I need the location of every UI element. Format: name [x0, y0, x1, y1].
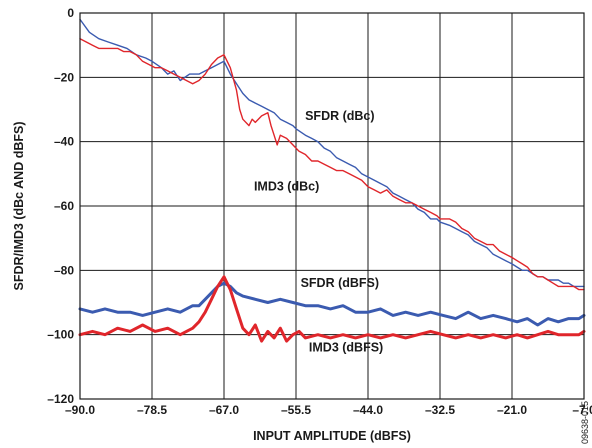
gridlines [80, 13, 584, 399]
y-tick-label: –20 [54, 70, 74, 84]
y-tick-label: –80 [54, 263, 74, 277]
annotation-label: IMD3 (dBFS) [309, 341, 383, 355]
x-tick-labels: –90.0 –78.5 –67.0 –55.5 –44.0 –32.5 –21.0 –7.0 [65, 403, 592, 417]
annotation-label: IMD3 (dBc) [254, 180, 319, 194]
x-tick-label: –7.0 [572, 403, 592, 417]
y-tick-label: –60 [54, 199, 74, 213]
series-line-sfdr-dbfs [78, 281, 586, 327]
y-tick-labels: 0 –20 –40 –60 –80 –100 –120 [47, 6, 74, 406]
x-tick-label: –90.0 [65, 403, 95, 417]
x-tick-label: –67.0 [209, 403, 239, 417]
y-tick-label: –100 [47, 328, 74, 342]
series-line-sfdr-dbc [79, 18, 585, 288]
x-axis-title: INPUT AMPLITUDE (dBFS) [253, 429, 411, 443]
series-line-imd3-dbc [79, 38, 585, 291]
plot-frame [79, 12, 585, 400]
y-axis-title: SFDR/IMD3 (dBc AND dBFS) [12, 122, 26, 291]
x-tick-label: –44.0 [353, 403, 383, 417]
x-tick-label: –32.5 [425, 403, 455, 417]
x-tick-label: –78.5 [137, 403, 167, 417]
series-line-imd3-dbfs [78, 275, 586, 343]
y-tick-label: –120 [47, 392, 74, 406]
series-lines [78, 18, 586, 343]
x-tick-label: –55.5 [281, 403, 311, 417]
x-tick-label: –21.0 [497, 403, 527, 417]
series-annotations: SFDR (dBc) IMD3 (dBc) SFDR (dBFS) IMD3 (dBF… [254, 109, 383, 355]
y-tick-label: –40 [54, 135, 74, 149]
figure-id: 09638-015 [580, 401, 590, 444]
annotation-label: SFDR (dBFS) [301, 276, 379, 290]
annotation-label: SFDR (dBc) [305, 109, 374, 123]
y-tick-label: 0 [67, 6, 74, 20]
